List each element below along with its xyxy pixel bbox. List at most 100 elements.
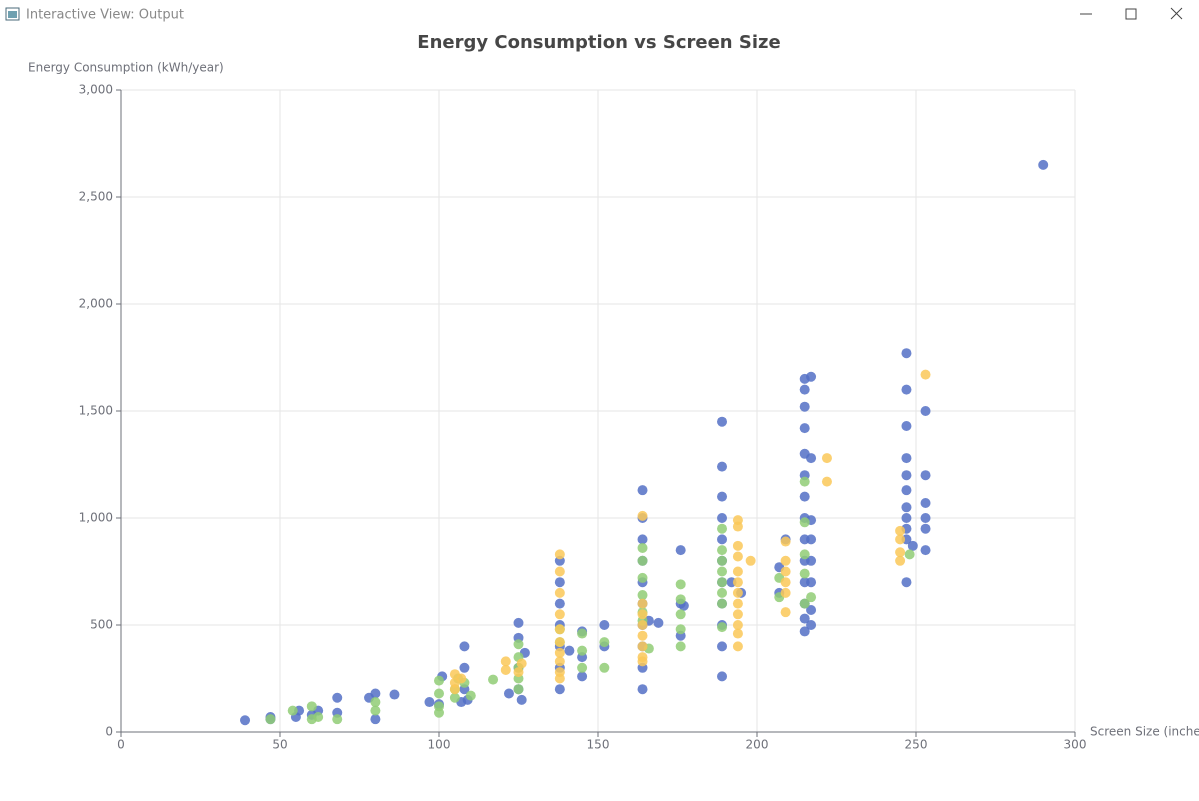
- point: [732, 620, 743, 630]
- point: [901, 513, 912, 523]
- point: [500, 656, 511, 667]
- point: [717, 622, 728, 633]
- point: [732, 587, 743, 598]
- point: [554, 624, 565, 635]
- point: [780, 566, 791, 577]
- point: [732, 641, 743, 652]
- y-tick-label: 3,000: [79, 83, 113, 97]
- point: [901, 348, 912, 359]
- point: [370, 688, 381, 699]
- point: [732, 540, 743, 551]
- point: [920, 545, 931, 556]
- x-tick-label: 150: [587, 738, 610, 752]
- point: [732, 628, 743, 639]
- point: [717, 577, 728, 588]
- point: [637, 684, 648, 695]
- point: [806, 592, 817, 603]
- x-tick-label: 200: [746, 738, 769, 752]
- point: [799, 626, 810, 637]
- point: [554, 647, 565, 658]
- x-tick-label: 50: [272, 738, 287, 752]
- point: [717, 523, 728, 534]
- point: [717, 598, 728, 609]
- point: [920, 406, 931, 416]
- point: [920, 498, 931, 509]
- point: [799, 491, 810, 502]
- point: [717, 566, 728, 577]
- x-tick-label: 300: [1064, 738, 1087, 752]
- point: [717, 416, 728, 427]
- point: [717, 513, 728, 523]
- point: [637, 620, 648, 630]
- point: [799, 517, 810, 528]
- x-axis-label: Screen Size (inches): [1090, 725, 1199, 739]
- point: [465, 690, 476, 701]
- point: [901, 485, 912, 496]
- point: [554, 656, 565, 667]
- point: [806, 534, 817, 545]
- point: [456, 673, 467, 684]
- point: [577, 628, 588, 639]
- point: [449, 692, 460, 703]
- point: [434, 688, 444, 699]
- point: [1038, 159, 1049, 170]
- point: [332, 714, 343, 725]
- point: [780, 577, 791, 588]
- point: [564, 645, 575, 656]
- point: [799, 598, 810, 609]
- point: [513, 667, 524, 678]
- point: [780, 536, 791, 547]
- point: [599, 662, 610, 673]
- point: [637, 572, 648, 583]
- point: [577, 662, 588, 673]
- y-tick-label: 0: [105, 725, 113, 739]
- point: [901, 470, 912, 481]
- point: [907, 540, 918, 551]
- point: [637, 485, 648, 496]
- point: [732, 577, 743, 588]
- point: [637, 542, 648, 553]
- point: [554, 549, 565, 560]
- point: [675, 594, 686, 605]
- point: [806, 577, 817, 588]
- point: [516, 694, 527, 705]
- point: [637, 598, 648, 609]
- point: [732, 566, 743, 577]
- x-tick-label: 100: [428, 738, 451, 752]
- point: [637, 630, 648, 641]
- y-axis-label: Energy Consumption (kWh/year): [28, 61, 224, 75]
- point: [799, 476, 810, 487]
- point: [732, 598, 743, 609]
- point: [717, 534, 728, 545]
- point: [287, 705, 298, 716]
- point: [434, 675, 444, 686]
- x-tick-label: 250: [905, 738, 928, 752]
- maximize-button[interactable]: [1125, 8, 1137, 20]
- point: [434, 707, 444, 718]
- point: [780, 607, 791, 618]
- point: [821, 476, 832, 487]
- point: [370, 714, 381, 725]
- point: [799, 613, 810, 624]
- point: [895, 534, 906, 545]
- point: [500, 664, 511, 675]
- point: [717, 461, 728, 472]
- point: [717, 545, 728, 556]
- point: [675, 609, 686, 620]
- window-title: Interactive View: Output: [26, 8, 184, 23]
- point: [799, 384, 810, 395]
- close-button[interactable]: [1170, 7, 1183, 20]
- point: [554, 684, 565, 695]
- point: [332, 692, 343, 703]
- point: [806, 605, 817, 616]
- point: [732, 609, 743, 620]
- point: [554, 566, 565, 577]
- point: [313, 712, 324, 723]
- point: [717, 587, 728, 598]
- point: [306, 701, 317, 712]
- point: [637, 590, 648, 601]
- point: [449, 684, 460, 695]
- y-tick-label: 1,500: [79, 404, 113, 418]
- point: [513, 684, 524, 695]
